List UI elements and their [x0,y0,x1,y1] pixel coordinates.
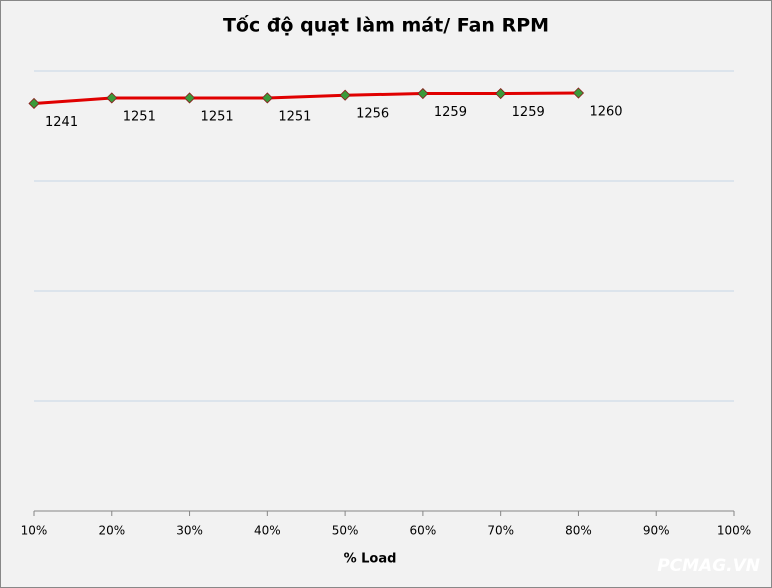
data-label: 1241 [45,115,78,130]
marker [572,87,585,99]
x-tick-label: 30% [176,524,203,538]
x-tick-label: 60% [410,524,437,538]
x-tick-label: 100% [717,524,751,538]
marker [339,89,351,101]
x-tick-label: 40% [254,524,281,538]
data-line [33,91,579,105]
data-label: 1260 [589,105,622,120]
marker [28,97,40,110]
x-tick-label: 20% [98,524,125,538]
data-label: 1251 [278,109,311,124]
marker [183,92,196,104]
x-tick-label: 50% [332,524,359,538]
x-tick-label: 70% [487,524,514,538]
chart-title: Tốc độ quạt làm mát/ Fan RPM [223,14,549,37]
x-tick-label: 10% [21,524,48,538]
x-axis-label: % Load [344,552,397,567]
x-tick-label: 80% [565,524,592,538]
x-tick-label: 90% [643,524,670,538]
data-label: 1259 [512,105,545,120]
marker [495,87,507,100]
marker [106,92,118,104]
data-label: 1251 [201,109,234,124]
marker [261,92,273,104]
watermark: PCMAG.VN [657,556,760,576]
data-label: 1256 [356,107,389,122]
data-label: 1259 [434,105,467,120]
marker [417,87,429,100]
data-label: 1251 [123,109,156,124]
